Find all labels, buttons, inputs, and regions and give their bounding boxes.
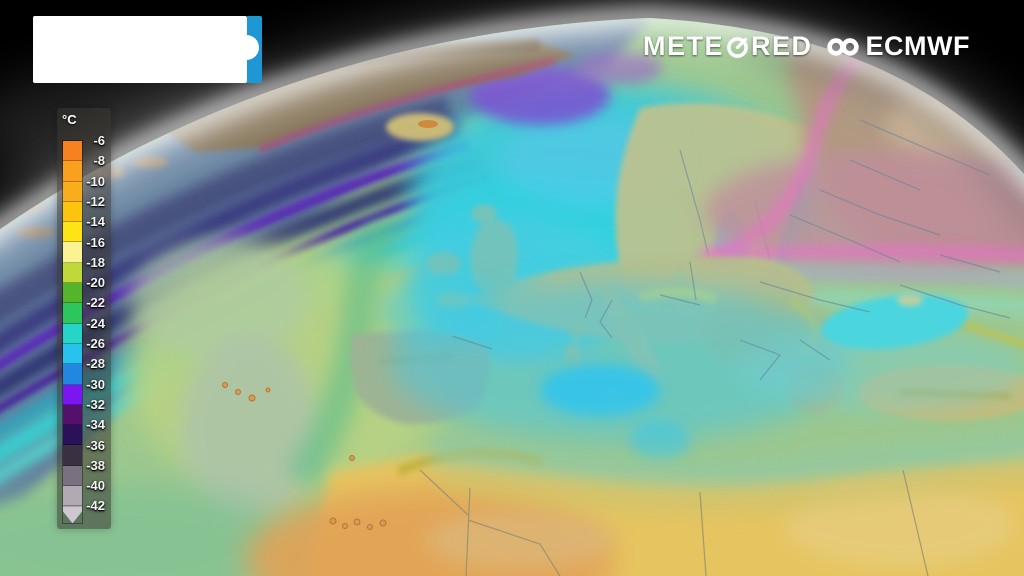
legend-color-band [63, 262, 82, 284]
legend-tick-label: -42 [86, 498, 105, 514]
legend-tick-label: -26 [86, 336, 105, 351]
legend-tick-label: -14 [86, 214, 105, 230]
legend-tick-label: -12 [86, 193, 105, 209]
legend-tick-label: -6 [93, 133, 105, 148]
legend-tick-label: -18 [86, 254, 105, 270]
legend-color-band [63, 222, 82, 243]
legend-tick-label: -32 [86, 396, 105, 412]
logo-card [33, 16, 247, 83]
branding-bar: METE RED ECMWF [643, 31, 970, 62]
legend-color-band [63, 465, 82, 487]
legend-swatch-column [62, 139, 83, 525]
legend-color-band [63, 425, 82, 446]
speech-bubble-icon [234, 35, 259, 60]
legend-color-band [63, 303, 82, 324]
compass-o-icon [727, 37, 748, 58]
legend-color-band [63, 364, 82, 385]
legend-color-band [63, 486, 82, 507]
legend-color-band [63, 141, 82, 162]
legend-color-band [63, 181, 82, 202]
legend-color-band [63, 323, 82, 344]
north-africa [245, 435, 1024, 576]
meteored-text-prefix: METE [642, 31, 724, 61]
mediterranean-cold-blob [380, 200, 1024, 460]
country-borders [451, 84, 1011, 381]
legend-color-band [63, 445, 82, 466]
legend-color-band [63, 201, 82, 223]
legend-color-band [63, 343, 82, 365]
legend-color-band [63, 404, 82, 426]
legend-tick-label: -38 [86, 457, 105, 473]
legend-color-band [63, 242, 82, 263]
legend-tick-label: -16 [86, 234, 105, 250]
legend-tick-label: -36 [86, 437, 105, 453]
legend-panel: °C -6 -8 -10 -12 -14 -16 -18 -20 -22 -24 -26 -28 -30… [57, 108, 111, 529]
interlocked-rings-icon [826, 37, 859, 56]
ecmwf-logo: ECMWF [826, 31, 970, 62]
legend-tick-label: -20 [86, 275, 105, 291]
legend-tick-label: -28 [86, 356, 105, 372]
iceland-landmass [386, 113, 454, 141]
legend-tick-label: -8 [93, 153, 105, 169]
legend-color-band [63, 283, 82, 304]
legend-tick-label: -22 [86, 295, 105, 311]
legend-tick-label: -34 [86, 417, 105, 433]
legend-unit-label: °C [62, 112, 77, 127]
legend-tick-label: -40 [86, 478, 105, 494]
purple-cold-blob [470, 65, 610, 125]
meteored-text-suffix: RED [751, 31, 813, 61]
legend-color-band [63, 384, 82, 405]
atlantic-islands [222, 382, 387, 530]
black-sea [821, 294, 1024, 352]
legend-tick-label: -24 [86, 315, 105, 331]
legend-label-column: -6 -8 -10 -12 -14 -16 -18 -20 -22 -24 -26 -28 -30 -32… [57, 108, 111, 529]
speech-bubble-tail [238, 57, 248, 68]
legend-tick-label: -30 [86, 376, 105, 392]
meteored-logo: METE RED [643, 31, 813, 62]
ecmwf-text: ECMWF [865, 31, 970, 61]
legend-color-band [63, 161, 82, 182]
legend-tick-label: -10 [86, 173, 105, 189]
